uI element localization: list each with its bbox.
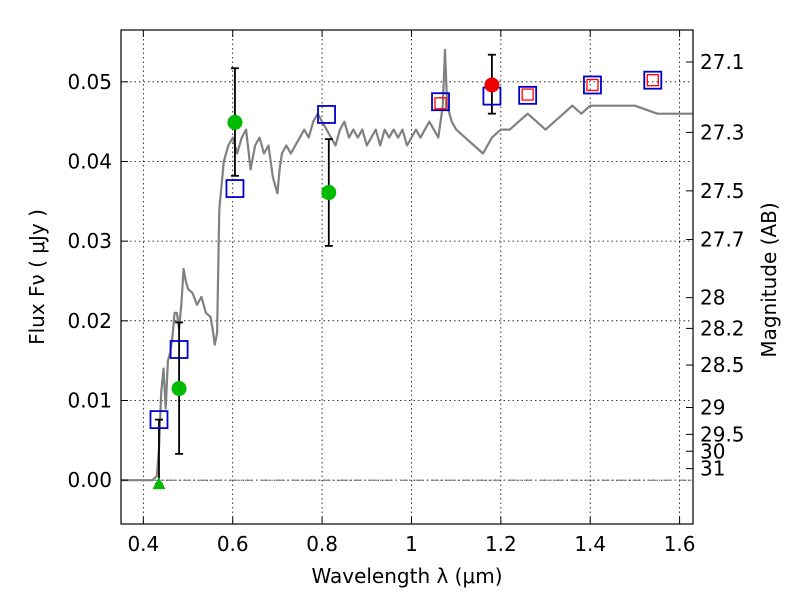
x-axis-label: Wavelength λ (μm) — [311, 564, 502, 588]
mag-tick-label: 29 — [700, 396, 725, 420]
plot-frame — [120, 29, 694, 525]
x-tick-label: 1.2 — [485, 532, 517, 556]
blue-square-marker — [518, 85, 538, 105]
blue-square-marker — [149, 410, 169, 430]
mag-tick-label: 28 — [700, 286, 725, 310]
blue-square-marker — [643, 70, 663, 90]
y-tick-label: 0.02 — [67, 309, 112, 333]
blue-square-marker — [169, 340, 189, 359]
mag-tick-label: 27.3 — [700, 120, 745, 144]
y2-axis-label: Magnitude (AB) — [757, 202, 781, 357]
red-square-marker — [434, 97, 447, 110]
mag-tick-label: 27.1 — [700, 50, 745, 74]
plot-area — [121, 30, 693, 524]
mag-tick-label: 28.2 — [700, 316, 745, 340]
x-tick-label: 0.6 — [217, 532, 249, 556]
spectrum-group — [121, 48, 693, 482]
y-ticks: 0.00 0.01 0.02 0.03 0.04 0.05 — [67, 70, 128, 492]
red-square-marker — [646, 74, 659, 87]
mag-tick-label: 31 — [700, 457, 725, 481]
x-tick-label: 0.4 — [127, 532, 159, 556]
red-circle-marker — [484, 77, 500, 93]
x-tick-label: 1 — [405, 532, 418, 556]
mag-tick-label: 27.5 — [700, 179, 745, 203]
blue-square-marker — [583, 75, 602, 95]
green-triangle-marker — [152, 477, 166, 490]
y-axis-label: Flux Fν ( μJy ) — [25, 209, 49, 345]
spectrum-line — [121, 48, 693, 482]
mag-tick-label: 27.7 — [700, 228, 745, 252]
red-square-marker — [521, 88, 534, 101]
blue-square-marker — [431, 92, 450, 112]
green-circle-marker — [171, 381, 187, 397]
blue-square-marker — [317, 105, 336, 124]
blue-square-marker — [225, 179, 245, 198]
x-tick-label: 1.6 — [664, 532, 696, 556]
green-circle-marker — [321, 185, 337, 201]
x-ticks: 0.4 0.6 0.8 1 1.2 1.4 1.6 — [127, 30, 696, 556]
markers-group — [149, 70, 663, 490]
mag-tick-label: 28.5 — [700, 353, 745, 377]
x-tick-label: 1.4 — [574, 532, 606, 556]
mag-tick-label: 29.5 — [700, 422, 745, 446]
y-tick-label: 0.03 — [67, 229, 112, 253]
red-square-marker — [586, 78, 599, 92]
x-tick-label: 0.8 — [306, 532, 338, 556]
y-tick-label: 0.01 — [67, 389, 112, 413]
y-tick-label: 0.05 — [67, 70, 112, 94]
green-circle-marker — [227, 114, 243, 130]
y-tick-label: 0.00 — [67, 468, 112, 492]
y-tick-label: 0.04 — [67, 149, 112, 173]
mag-tick-label: 30 — [700, 439, 725, 463]
